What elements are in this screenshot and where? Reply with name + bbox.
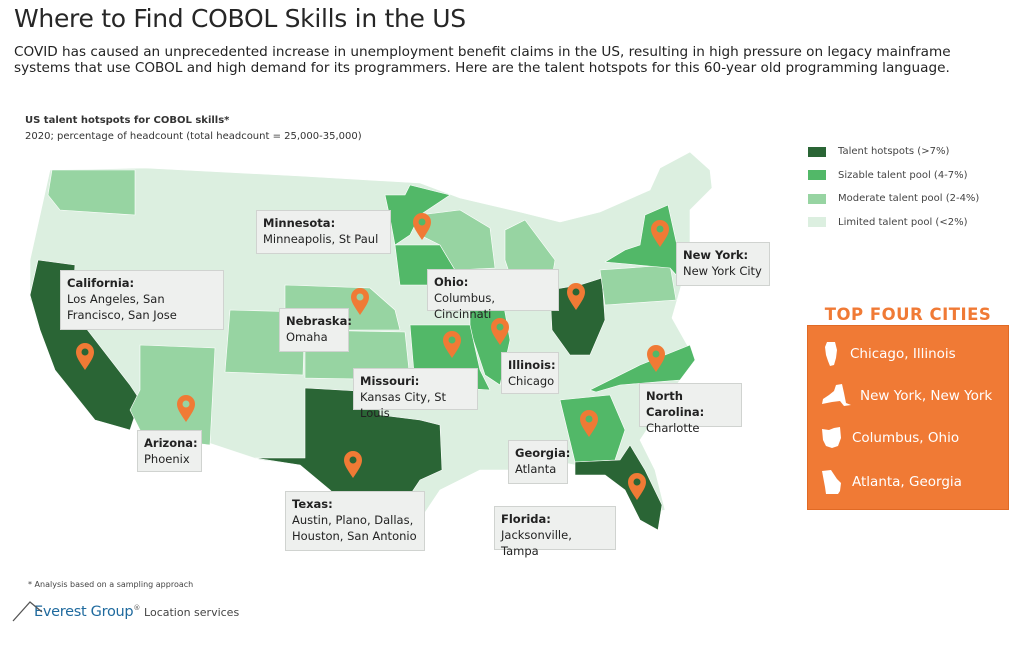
callout-state: Minnesota: [263,216,336,230]
intro-text: COVID has caused an unprecedented increa… [14,44,951,76]
legend-swatch [808,217,826,228]
callout-cities: Charlotte [646,421,700,435]
pin-arizona [177,395,195,422]
callout-cities: Jacksonville, Tampa [501,528,572,558]
callout-state: North Carolina: [646,389,705,419]
top-city-item: Chicago, Illinois [808,341,956,367]
map-heading: US talent hotspots for COBOL skills* [25,115,230,126]
callout-cities: Columbus, Cincinnati [434,291,495,321]
ohio-shape-icon [822,427,841,448]
top-city-label: Chicago, Illinois [850,346,956,362]
top-four-title: TOP FOUR CITIES [824,305,992,324]
logo-brand: Everest Group® [34,604,140,620]
callout-cities: Los Angeles, San Francisco, San Jose [67,292,177,322]
callout-cities: Austin, Plano, Dallas, Houston, San Anto… [292,513,417,543]
legend-swatch [808,193,826,204]
callout-state: California: [67,276,135,290]
footnote: * Analysis based on a sampling approach [28,580,194,589]
callout-state: Arizona: [144,436,198,450]
pin-north-carolina [647,345,665,372]
pin-minnesota [413,213,431,240]
everest-group-logo: Everest Group® Location services [12,601,240,622]
legend-label: Sizable talent pool (4-7%) [838,169,968,181]
top-four-box: Chicago, Illinois New York, New York Col… [807,325,1009,510]
callout-florida: Florida: Jacksonville, Tampa [494,506,616,558]
top-city-item: Atlanta, Georgia [808,469,962,495]
callout-state: Nebraska: [286,314,352,328]
state-washington [47,169,136,216]
state-pennsylvania [599,264,677,306]
location-pins [76,213,669,500]
callout-state: Texas: [292,497,333,511]
new-york-shape-icon [822,384,851,406]
callout-north-carolina: North Carolina: Charlotte [639,383,742,435]
state-north-carolina [589,344,696,393]
callout-cities: New York City [683,264,762,278]
callout-texas: Texas: Austin, Plano, Dallas, Houston, S… [285,491,425,551]
top-city-item: New York, New York [808,383,992,409]
georgia-shape-icon [822,470,841,494]
callout-california: California: Los Angeles, San Francisco, … [60,270,224,330]
pin-ohio [567,283,585,310]
pin-missouri [443,331,461,358]
callout-state: Georgia: [515,446,571,460]
callout-ohio: Ohio: Columbus, Cincinnati [427,269,559,321]
callout-cities: Minneapolis, St Paul [263,232,379,246]
pin-illinois [491,318,509,345]
page-title: Where to Find COBOL Skills in the US [14,4,466,33]
callout-arizona: Arizona: Phoenix [137,430,202,472]
callout-cities: Kansas City, St Louis [360,390,447,420]
legend-label: Moderate talent pool (2-4%) [838,193,980,205]
callout-cities: Omaha [286,330,328,344]
callout-state: Ohio: [434,275,469,289]
registered-mark: ® [133,604,141,613]
callout-state: Florida: [501,512,551,526]
legend-swatch [808,170,826,181]
legend-item-sizable: Sizable talent pool (4-7%) [808,164,979,188]
callout-state: Missouri: [360,374,420,388]
callout-georgia: Georgia: Atlanta [508,440,571,484]
legend-label: Limited talent pool (<2%) [838,216,968,228]
callout-cities: Chicago [508,374,555,388]
callout-minnesota: Minnesota: Minneapolis, St Paul [256,210,391,254]
legend-item-hotspot: Talent hotspots (>7%) [808,140,979,164]
pin-new-york [651,220,669,247]
callout-state: New York: [683,248,749,262]
illinois-shape-icon [825,342,837,366]
callout-state: Illinois: [508,358,556,372]
state-florida [574,444,663,531]
callout-missouri: Missouri: Kansas City, St Louis [353,368,478,420]
callout-cities: Atlanta [515,462,557,476]
top-city-item: Columbus, Ohio [808,426,959,450]
callout-cities: Phoenix [144,452,190,466]
pin-nebraska [351,288,369,315]
legend-item-limited: Limited talent pool (<2%) [808,211,979,235]
state-ohio [549,277,606,356]
top-city-label: Atlanta, Georgia [852,474,962,490]
mountain-peak-icon [12,601,43,622]
top-city-label: Columbus, Ohio [852,430,960,446]
logo-subtitle: Location services [144,606,240,619]
map-legend: Talent hotspots (>7%) Sizable talent poo… [808,140,979,234]
callout-new-york: New York: New York City [676,242,770,286]
legend-item-moderate: Moderate talent pool (2-4%) [808,187,979,211]
pin-georgia [580,410,598,437]
pin-florida [628,473,646,500]
top-city-label: New York, New York [860,388,993,404]
brand-name: Everest Group [34,604,134,620]
callout-nebraska: Nebraska: Omaha [279,308,352,352]
map-subheading: 2020; percentage of headcount (total hea… [25,131,362,142]
callout-illinois: Illinois: Chicago [501,352,559,394]
legend-label: Talent hotspots (>7%) [838,146,950,158]
pin-texas [344,451,362,478]
legend-swatch [808,146,826,157]
pin-california [76,343,94,370]
